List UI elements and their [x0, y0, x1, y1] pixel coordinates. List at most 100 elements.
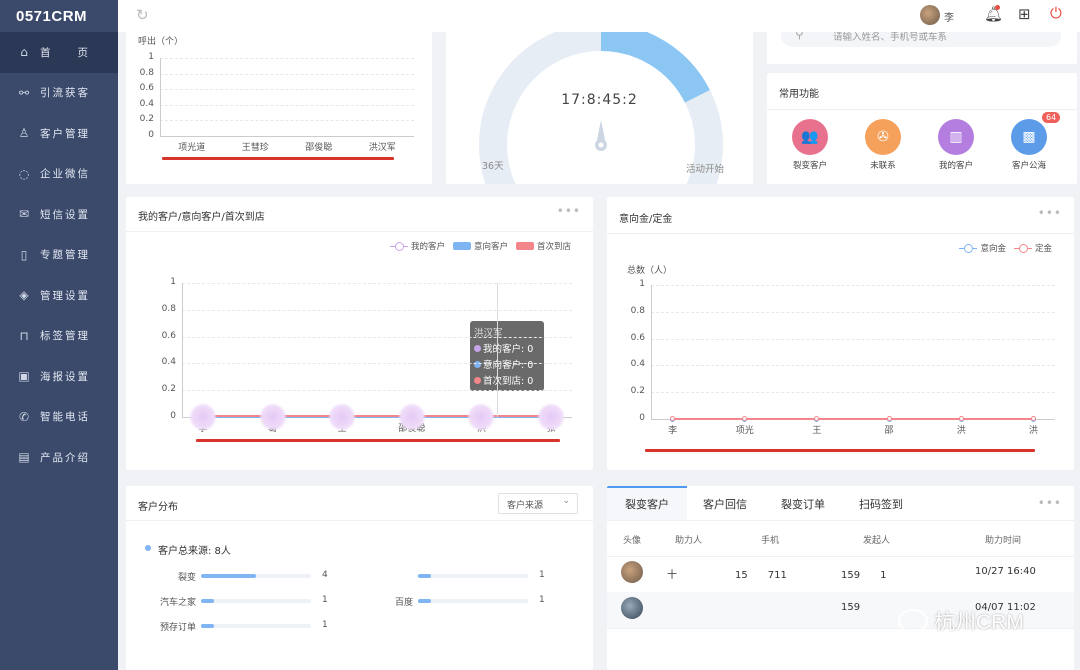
- sidebar-item-6[interactable]: ◈ 管理设置: [0, 275, 118, 316]
- sidebar-item-5[interactable]: ▯ 专题管理: [0, 235, 118, 276]
- sidebar-item-4[interactable]: ✉ 短信设置: [0, 194, 118, 235]
- legend-deposit[interactable]: 定金: [1034, 244, 1052, 254]
- image-icon: ▣: [18, 369, 32, 384]
- x-axis: [160, 136, 414, 137]
- data-point[interactable]: [1030, 416, 1036, 421]
- y-axis: [651, 285, 652, 419]
- function-button-0[interactable]: 👥 裂变客户: [775, 119, 845, 171]
- sidebar-item-3[interactable]: ◌ 企业微信: [0, 154, 118, 195]
- sidebar-item-1[interactable]: ⚯ 引流获客: [0, 73, 118, 114]
- apps-icon[interactable]: ⊞: [1018, 5, 1031, 23]
- x-tick-label: 项光道: [178, 143, 206, 153]
- sidebar-item-label: 产品介绍: [40, 451, 90, 464]
- bell-dot: [995, 5, 1000, 10]
- gauge-pointer: [596, 120, 606, 145]
- avatar[interactable]: [920, 5, 940, 25]
- gauge-right-label: 活动开始: [686, 164, 725, 175]
- series-line-segment: [202, 415, 273, 417]
- sponsor-cell: 159 1: [841, 570, 887, 581]
- more-icon[interactable]: •••: [1037, 206, 1062, 220]
- distribution-bar: [201, 624, 311, 628]
- time-cell: 10/27 16:40: [975, 566, 1036, 577]
- user-name[interactable]: 李: [944, 13, 954, 24]
- grid-line: [160, 73, 414, 75]
- grid-line: [651, 338, 1055, 340]
- grid-line: [160, 58, 414, 59]
- y-axis: [160, 58, 161, 136]
- countdown-time: 17:8:45:2: [561, 92, 638, 108]
- top-bar: ↻ 李 🔔︎ ⊞ ⏻: [118, 0, 1080, 32]
- highlight-point: [258, 403, 287, 431]
- function-button-1[interactable]: ✇ 未联系: [848, 119, 918, 171]
- power-icon[interactable]: ⏻: [1050, 4, 1062, 22]
- distribution-bar-fill: [201, 599, 215, 603]
- distribution-value: 1: [539, 570, 545, 580]
- distribution-total: 客户总来源: 8人: [158, 546, 231, 557]
- x-tick-label: 洪: [956, 426, 966, 436]
- icon-glyph: ▩: [1022, 129, 1036, 145]
- function-label: 裂变客户: [792, 161, 827, 171]
- series-line-segment: [481, 415, 552, 417]
- sidebar-item-10[interactable]: ▤ 产品介绍: [0, 437, 118, 478]
- series-line-segment: [816, 417, 890, 420]
- common-functions-card: 常用功能 64 👥 裂变客户 ✇ 未联系 ▥ 我的客户 ▩ 客户公海: [767, 73, 1077, 184]
- grid-line: [651, 365, 1055, 367]
- countdown-gauge: [479, 32, 723, 184]
- data-point[interactable]: [886, 416, 892, 421]
- distribution-bar: [201, 574, 311, 578]
- more-icon[interactable]: •••: [556, 204, 581, 218]
- avatar: [621, 561, 643, 583]
- refresh-icon[interactable]: ↻: [136, 6, 149, 24]
- table-header: 助力人: [675, 536, 703, 546]
- y-tick-label: 0.6: [630, 332, 645, 343]
- sidebar-item-0[interactable]: ⌂ 首 页: [0, 32, 118, 73]
- bell-icon[interactable]: 🔔︎: [984, 5, 1004, 23]
- legend-intent-money[interactable]: 意向金: [980, 244, 1006, 254]
- series-line-segment: [672, 417, 745, 420]
- legend-first-visit[interactable]: 首次到店: [536, 242, 571, 252]
- distribution-label: 汽车之家: [159, 598, 196, 608]
- data-point[interactable]: [670, 416, 676, 421]
- tab-3[interactable]: 扫码签到: [859, 498, 903, 511]
- sidebar-item-7[interactable]: ⊓ 标签管理: [0, 316, 118, 357]
- book-icon: ▤: [18, 450, 32, 465]
- data-point[interactable]: [814, 416, 820, 421]
- function-button-3[interactable]: ▩ 客户公海: [994, 119, 1064, 171]
- series-line-segment: [744, 417, 817, 420]
- sidebar-item-label: 管理设置: [40, 289, 90, 302]
- avatar: [621, 597, 643, 619]
- time-cell: 04/07 11:02: [975, 602, 1036, 613]
- tooltip-row: 首次到店: 0: [483, 376, 534, 387]
- legend-intent-customers[interactable]: 意向客户: [473, 242, 508, 252]
- sidebar-item-2[interactable]: ♙ 客户管理: [0, 113, 118, 154]
- gauge-left-label: 36天: [482, 161, 504, 172]
- helper-cell: 十: [667, 570, 677, 581]
- y-tick-label: 1: [639, 279, 645, 289]
- sidebar-item-label: 首 页: [40, 46, 90, 59]
- search-input[interactable]: ⚲ 请输入姓名、手机号或车系: [781, 32, 1061, 47]
- sidebar-item-9[interactable]: ✆ 智能电话: [0, 397, 118, 438]
- series-line-segment: [342, 415, 412, 417]
- table-header: 助力时间: [985, 536, 1022, 546]
- sidebar-item-8[interactable]: ▣ 海报设置: [0, 356, 118, 397]
- tab-1[interactable]: 客户回信: [703, 498, 747, 511]
- countdown-gauge-card: 17:8:45:2 36天 活动开始: [446, 32, 753, 184]
- distribution-bar: [201, 599, 311, 603]
- source-select[interactable]: 客户来源 ⌄: [498, 493, 578, 514]
- x-tick-label: 洪: [1028, 426, 1038, 436]
- customers-chart-card: 我的客户/意向客户/首次到店 ••• 我的客户 意向客户 首次到店 洪汉军 我的…: [126, 197, 593, 470]
- tab-0[interactable]: 裂变客户: [625, 498, 669, 511]
- phone-icon: ✆: [18, 409, 32, 424]
- x-tick-label: 王: [812, 426, 822, 436]
- watermark-text: 杭州CRM: [934, 611, 1024, 634]
- legend-my-customers[interactable]: 我的客户: [410, 242, 445, 252]
- x-tick-label: 李: [668, 426, 678, 436]
- distribution-label: 预存订单: [159, 623, 196, 633]
- deposit-chart-card: 意向金/定金 ••• 意向金 定金 总数（人） 1 0.8 0.6 0.4 0.2 0 李 项…: [607, 197, 1074, 470]
- tab-2[interactable]: 裂变订单: [781, 498, 825, 511]
- data-point[interactable]: [958, 416, 964, 421]
- more-icon[interactable]: •••: [1037, 496, 1062, 510]
- distribution-bar: [418, 574, 528, 578]
- data-point[interactable]: [742, 416, 748, 421]
- function-button-2[interactable]: ▥ 我的客户: [921, 119, 991, 171]
